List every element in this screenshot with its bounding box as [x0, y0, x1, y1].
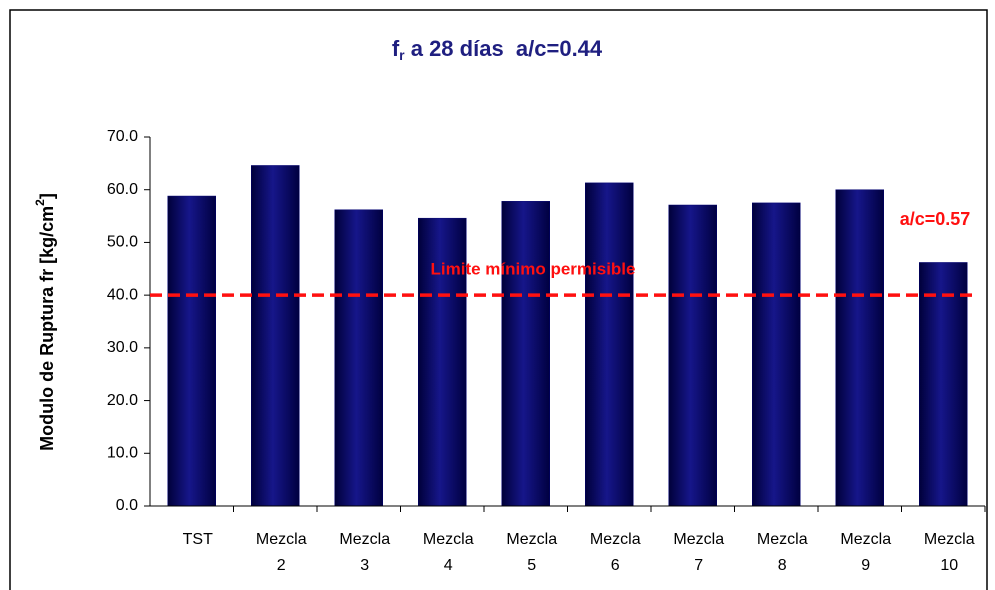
- x-tick-label: Mezcla: [673, 531, 724, 548]
- y-tick-label: 10.0: [107, 445, 138, 462]
- annotation: a/c=0.57: [900, 209, 971, 229]
- x-tick-label: Mezcla: [256, 531, 307, 548]
- title-rest: a 28 días a/c=0.44: [405, 36, 603, 61]
- y-label-rest: ]: [37, 193, 57, 199]
- title-main: f: [392, 36, 400, 61]
- x-tick-label: Mezcla: [590, 531, 641, 548]
- y-axis-label: Modulo de Ruptura fr [kg/cm2]: [33, 193, 57, 451]
- bar: [334, 209, 383, 507]
- x-tick-label: Mezcla: [423, 531, 474, 548]
- bar: [251, 165, 300, 507]
- bar: [585, 182, 634, 507]
- y-tick-label: 20.0: [107, 392, 138, 409]
- bar: [668, 204, 717, 507]
- x-tick-label: Mezcla: [924, 531, 975, 548]
- y-label-main: Modulo de Ruptura fr [kg/cm: [37, 206, 57, 451]
- bar: [919, 262, 968, 507]
- x-tick-label: Mezcla: [840, 531, 891, 548]
- x-tick-label: 7: [694, 557, 703, 574]
- x-tick-label: 3: [360, 557, 369, 574]
- bar: [835, 189, 884, 507]
- y-tick-label: 70.0: [107, 128, 138, 145]
- x-tick-label: 6: [611, 557, 620, 574]
- x-tick-label: 9: [861, 557, 870, 574]
- y-tick-label: 30.0: [107, 339, 138, 356]
- x-tick-label: 5: [527, 557, 536, 574]
- y-tick-label: 60.0: [107, 181, 138, 198]
- x-tick-label: Mezcla: [339, 531, 390, 548]
- x-tick-label: Mezcla: [757, 531, 808, 548]
- x-tick-label: 10: [940, 557, 958, 574]
- reference-label: Limite mínimo permisible: [431, 259, 636, 278]
- title-subscript: r: [399, 47, 405, 63]
- bar: [752, 202, 801, 507]
- y-tick-label: 0.0: [116, 497, 138, 514]
- y-label-superscript: 2: [33, 199, 47, 206]
- y-tick-label: 40.0: [107, 286, 138, 303]
- x-tick-label: 2: [277, 557, 286, 574]
- bar: [418, 217, 467, 507]
- x-tick-label: Mezcla: [506, 531, 557, 548]
- bar: [501, 201, 550, 507]
- x-tick-label: TST: [183, 531, 213, 548]
- x-tick-label: 4: [444, 557, 453, 574]
- bar: [167, 195, 216, 507]
- x-tick-label: 8: [778, 557, 787, 574]
- frame: [9, 9, 988, 590]
- y-tick-label: 50.0: [107, 234, 138, 251]
- chart-title: fr a 28 días a/c=0.44: [392, 36, 603, 63]
